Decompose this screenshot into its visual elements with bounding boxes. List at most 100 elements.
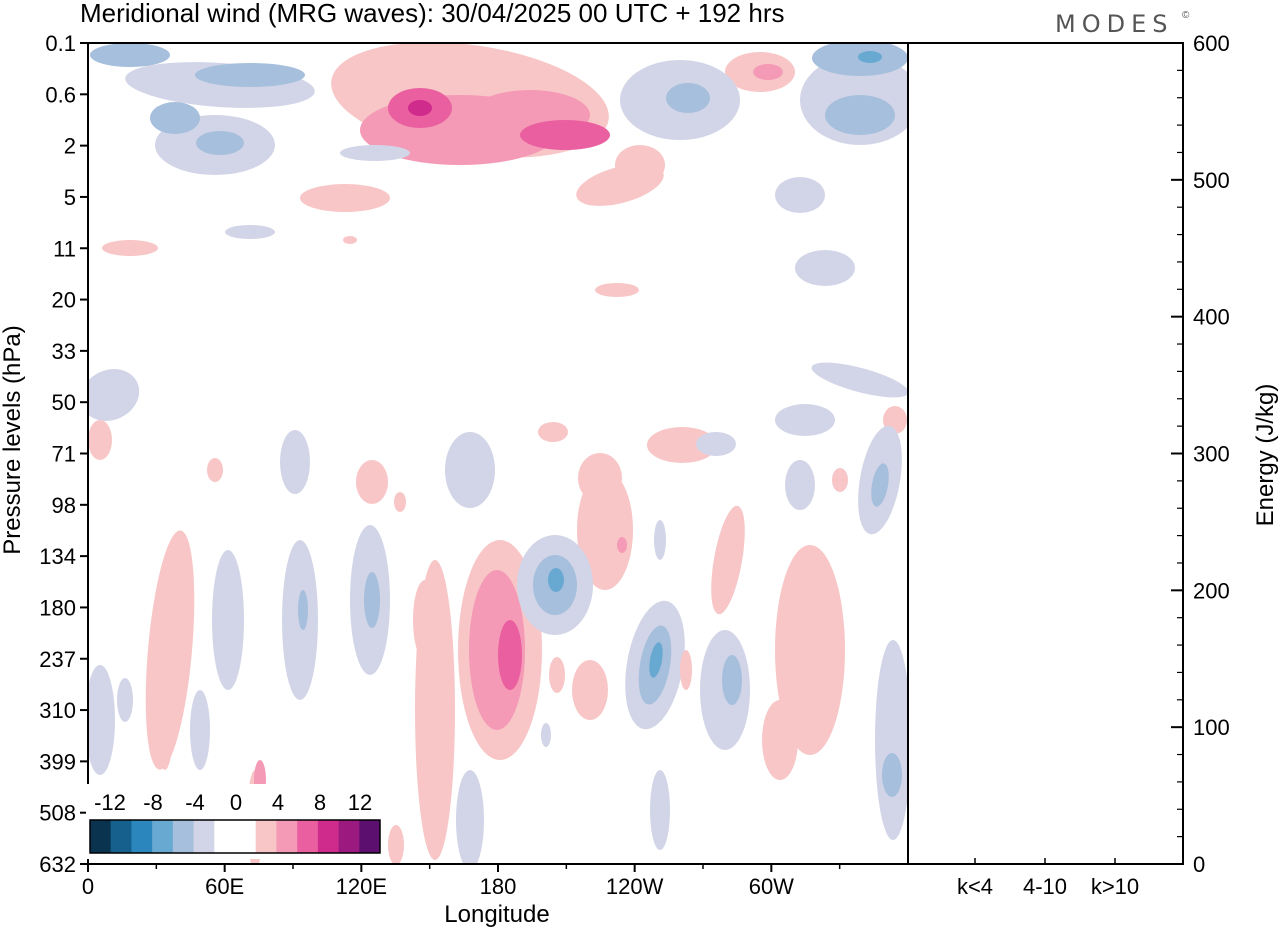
colorbar-label: 12 <box>348 790 372 815</box>
energy-tick-label: 400 <box>1193 305 1230 330</box>
chart-title: Meridional wind (MRG waves): 30/04/2025 … <box>80 0 785 28</box>
negative-wind-contour <box>811 362 908 398</box>
energy-category-label: 4-10 <box>1023 874 1067 899</box>
y-tick-label: 11 <box>53 236 76 261</box>
colorbar-swatch <box>255 820 277 853</box>
energy-tick-label: 300 <box>1193 442 1230 467</box>
x-tick-label: 60W <box>749 874 794 899</box>
colorbar-swatch <box>131 820 153 853</box>
colorbar-swatch <box>317 820 340 853</box>
negative-wind-contour <box>445 432 495 508</box>
positive-wind-contour <box>753 64 783 80</box>
y-tick-label: 180 <box>39 595 76 620</box>
y-tick-label: 50 <box>52 390 76 415</box>
y-tick-label: 20 <box>52 288 76 313</box>
y-tick-label: 310 <box>39 698 76 723</box>
colorbar-label: 8 <box>314 790 326 815</box>
y-tick-label: 5 <box>64 185 76 210</box>
negative-wind-contour <box>456 770 484 864</box>
longitude-axis: 0 60E 120E 180 120W 60W <box>82 864 841 899</box>
colorbar-swatch <box>172 820 195 853</box>
negative-wind-contour <box>280 430 310 494</box>
negative-wind-contour <box>722 655 742 705</box>
positive-wind-contour <box>549 657 565 693</box>
positive-wind-contour <box>762 700 798 780</box>
positive-wind-contour <box>356 460 388 504</box>
x-axis-label: Longitude <box>444 901 549 928</box>
positive-wind-contour <box>520 120 610 150</box>
energy-tick-label: 100 <box>1193 715 1230 740</box>
colorbar-label: -8 <box>143 790 163 815</box>
negative-wind-contour <box>775 177 825 213</box>
y-tick-label: 0.1 <box>45 31 76 56</box>
negative-wind-contour <box>650 770 670 850</box>
negative-wind-contour <box>654 520 666 560</box>
positive-wind-contour <box>711 505 745 615</box>
positive-wind-contour <box>832 468 848 492</box>
negative-wind-contour <box>196 131 244 155</box>
negative-wind-contour <box>88 369 140 421</box>
positive-wind-contour <box>577 470 633 590</box>
wind-field-contours <box>88 43 908 864</box>
y-tick-label: 508 <box>39 801 76 826</box>
positive-wind-contour <box>498 620 522 690</box>
positive-wind-contour <box>538 422 568 442</box>
positive-wind-contour <box>680 650 692 690</box>
x-tick-label: 120E <box>336 874 387 899</box>
energy-axis-label: Energy (J/kg) <box>1252 384 1279 527</box>
positive-wind-contour <box>647 427 717 463</box>
negative-wind-contour <box>825 95 895 135</box>
y-tick-label: 2 <box>64 134 76 159</box>
negative-wind-contour <box>795 250 855 286</box>
colorbar-swatch <box>152 820 174 853</box>
negative-wind-contour <box>212 550 244 690</box>
energy-tick-label: 200 <box>1193 578 1230 603</box>
negative-wind-contour <box>90 43 170 67</box>
negative-wind-contour <box>882 753 902 797</box>
colorbar-legend: -12 -8 -4 0 4 8 12 <box>86 784 384 859</box>
negative-wind-contour <box>649 642 663 678</box>
positive-wind-contour <box>394 492 406 512</box>
logo-trademark-mark: © <box>1182 10 1190 21</box>
colorbar-swatch <box>90 820 112 853</box>
colorbar-swatch <box>338 820 360 853</box>
colorbar-frame <box>89 819 381 854</box>
energy-category-label: k<4 <box>957 874 993 899</box>
energy-category-label: k>10 <box>1091 874 1139 899</box>
positive-wind-contour <box>469 570 525 730</box>
negative-wind-contour <box>696 432 736 456</box>
y-tick-label: 134 <box>39 544 76 569</box>
energy-tick-label: 500 <box>1193 168 1230 193</box>
y-tick-label: 33 <box>52 339 76 364</box>
colorbar-swatch <box>297 820 319 853</box>
positive-wind-contour <box>102 240 158 256</box>
energy-tick-label: 0 <box>1193 852 1205 877</box>
positive-wind-contour <box>388 825 404 864</box>
x-tick-label: 120W <box>606 874 664 899</box>
positive-wind-contour <box>343 236 357 244</box>
y-axis-label: Pressure levels (hPa) <box>0 325 26 554</box>
negative-wind-contour <box>364 572 380 628</box>
x-tick-label: 60E <box>205 874 244 899</box>
colorbar-swatch <box>110 820 132 853</box>
colorbar-label: -4 <box>185 790 205 815</box>
negative-wind-contour <box>785 460 815 510</box>
negative-wind-contour <box>858 51 882 63</box>
negative-wind-contour <box>871 463 889 507</box>
negative-wind-contour <box>190 690 210 770</box>
positive-wind-contour <box>155 630 175 770</box>
negative-wind-contour <box>799 414 811 426</box>
colorbar-label: -12 <box>94 790 126 815</box>
positive-wind-contour <box>615 145 665 185</box>
negative-wind-contour <box>541 723 551 747</box>
y-tick-label: 237 <box>39 647 76 672</box>
colorbar-swatch <box>235 820 257 853</box>
energy-axis: 0 100 200 300 400 500 600 <box>1171 31 1230 877</box>
colorbar-swatch <box>193 820 215 853</box>
positive-wind-contour <box>572 660 608 720</box>
negative-wind-contour <box>150 102 200 134</box>
positive-wind-contour <box>617 537 627 553</box>
negative-wind-contour <box>298 590 308 630</box>
y-tick-label: 98 <box>52 493 76 518</box>
